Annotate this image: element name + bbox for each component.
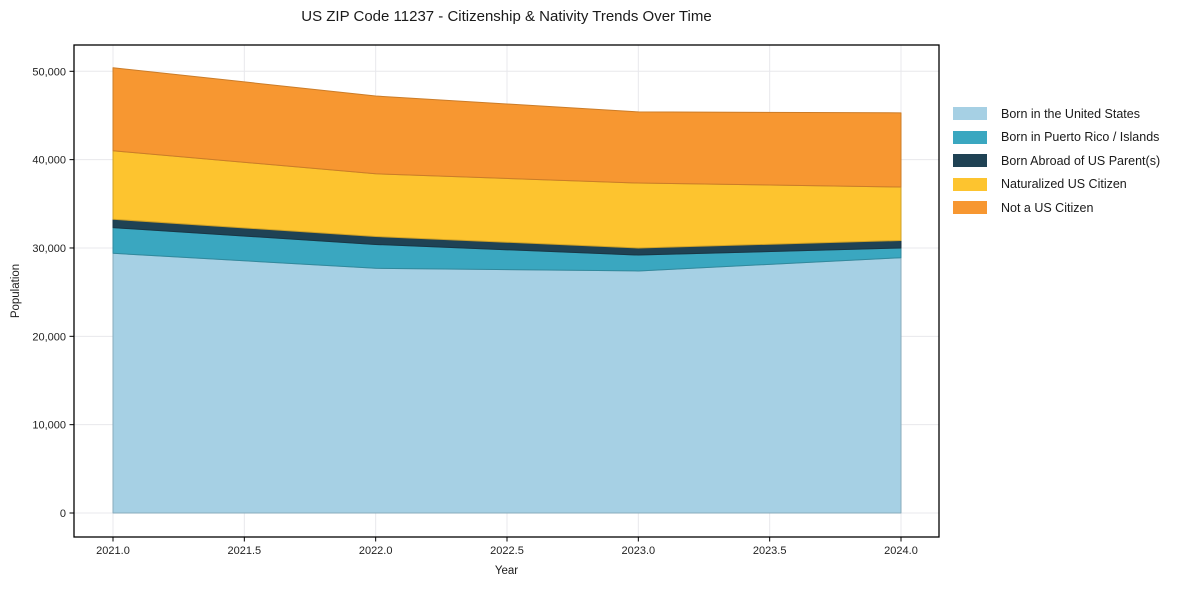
legend-label: Naturalized US Citizen: [1001, 177, 1127, 192]
legend-swatch-naturalized-us-citizen: [953, 177, 987, 191]
legend-label: Born Abroad of US Parent(s): [1001, 153, 1161, 168]
legend-item-born-abroad-of-us-parent-s: Born Abroad of US Parent(s): [953, 149, 1160, 173]
axis-ticks: 2021.0 2021.5 2022.0 2022.5 2023.0 2023.5 2024…: [32, 66, 917, 557]
y-tick-label: 30,000: [32, 243, 66, 255]
chart-title: US ZIP Code 11237 - Citizenship & Nativi…: [301, 8, 712, 25]
legend-swatch-born-in-the-united-states: [953, 107, 987, 121]
legend-label: Not a US Citizen: [1001, 200, 1094, 215]
x-axis-label: Year: [494, 565, 519, 577]
chart-legend: Born in the United States Born in Puerto …: [953, 102, 1160, 220]
legend-item-born-in-puerto-rico-islands: Born in Puerto Rico / Islands: [953, 126, 1160, 150]
x-tick-label: 2024.0: [884, 545, 918, 557]
y-axis-label: Population: [10, 263, 22, 319]
x-tick-label: 2023.5: [753, 545, 787, 557]
area-not-a-us-citizen: [112, 67, 902, 188]
legend-item-not-a-us-citizen: Not a US Citizen: [953, 196, 1160, 220]
legend-swatch-born-in-puerto-rico-islands: [953, 130, 987, 144]
legend-item-naturalized-us-citizen: Naturalized US Citizen: [953, 173, 1160, 197]
y-tick-label: 10,000: [32, 420, 66, 432]
legend-item-born-in-the-united-states: Born in the United States: [953, 102, 1160, 126]
legend-label: Born in the United States: [1001, 106, 1140, 121]
x-tick-label: 2022.0: [359, 545, 393, 557]
x-tick-label: 2023.0: [622, 545, 656, 557]
area-series: [112, 67, 902, 514]
legend-swatch-not-a-us-citizen: [953, 201, 987, 215]
area-born-in-the-united-states: [112, 252, 902, 514]
legend-swatch-born-abroad-of-us-parent-s: [953, 154, 987, 168]
y-tick-label: 40,000: [32, 155, 66, 167]
x-tick-label: 2021.0: [96, 545, 130, 557]
x-tick-label: 2022.5: [490, 545, 524, 557]
x-tick-label: 2021.5: [228, 545, 262, 557]
y-tick-label: 20,000: [32, 331, 66, 343]
y-tick-label: 50,000: [32, 66, 66, 78]
y-tick-label: 0: [60, 508, 66, 520]
legend-label: Born in Puerto Rico / Islands: [1001, 130, 1160, 145]
